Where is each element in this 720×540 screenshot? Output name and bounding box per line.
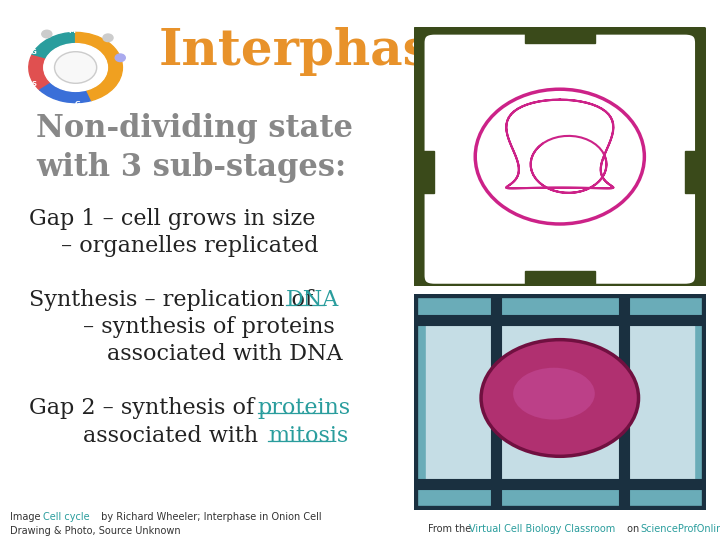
Circle shape bbox=[55, 52, 96, 83]
Text: – organelles replicated: – organelles replicated bbox=[61, 235, 319, 257]
Wedge shape bbox=[87, 68, 122, 100]
FancyBboxPatch shape bbox=[417, 27, 703, 292]
Ellipse shape bbox=[513, 368, 595, 420]
Bar bbox=[685, 151, 717, 193]
Wedge shape bbox=[32, 32, 76, 59]
Text: Cell cycle: Cell cycle bbox=[43, 512, 90, 522]
Text: Synthesis – replication of: Synthesis – replication of bbox=[29, 289, 320, 311]
Text: From the: From the bbox=[428, 524, 474, 534]
Text: Interphase: Interphase bbox=[158, 27, 463, 76]
Text: associated with DNA: associated with DNA bbox=[107, 343, 342, 365]
Circle shape bbox=[115, 54, 125, 62]
Bar bbox=[402, 151, 434, 193]
Ellipse shape bbox=[481, 340, 639, 456]
Text: Gap 2 – synthesis of: Gap 2 – synthesis of bbox=[29, 397, 261, 419]
Text: mitosis: mitosis bbox=[268, 425, 348, 447]
Text: Non-dividing state
with 3 sub-stages:: Non-dividing state with 3 sub-stages: bbox=[36, 113, 353, 183]
Wedge shape bbox=[29, 56, 50, 90]
Text: by Richard Wheeler; Interphase in Onion Cell: by Richard Wheeler; Interphase in Onion … bbox=[98, 512, 322, 522]
Circle shape bbox=[44, 44, 107, 91]
Ellipse shape bbox=[475, 89, 644, 224]
Text: proteins: proteins bbox=[258, 397, 351, 419]
Text: Virtual Cell Biology Classroom: Virtual Cell Biology Classroom bbox=[469, 524, 615, 534]
Wedge shape bbox=[40, 83, 91, 103]
Text: – synthesis of proteins: – synthesis of proteins bbox=[83, 316, 335, 338]
Text: Drawing & Photo, Source Unknown: Drawing & Photo, Source Unknown bbox=[10, 526, 181, 537]
Text: G: G bbox=[31, 49, 37, 56]
Text: ScienceProfOnline.com: ScienceProfOnline.com bbox=[641, 524, 720, 534]
Text: DNA: DNA bbox=[286, 289, 339, 311]
Text: S: S bbox=[32, 80, 36, 87]
Text: G: G bbox=[74, 101, 80, 107]
Text: Image: Image bbox=[10, 512, 44, 522]
Text: Gap 1 – cell grows in size: Gap 1 – cell grows in size bbox=[29, 208, 315, 230]
Circle shape bbox=[42, 30, 52, 38]
Text: associated with: associated with bbox=[83, 425, 265, 447]
Text: on: on bbox=[624, 524, 643, 534]
Bar bbox=[525, 271, 595, 292]
Circle shape bbox=[103, 34, 113, 42]
Wedge shape bbox=[76, 32, 122, 68]
Bar bbox=[525, 22, 595, 43]
Text: M: M bbox=[68, 28, 76, 34]
Bar bbox=[426, 325, 694, 480]
